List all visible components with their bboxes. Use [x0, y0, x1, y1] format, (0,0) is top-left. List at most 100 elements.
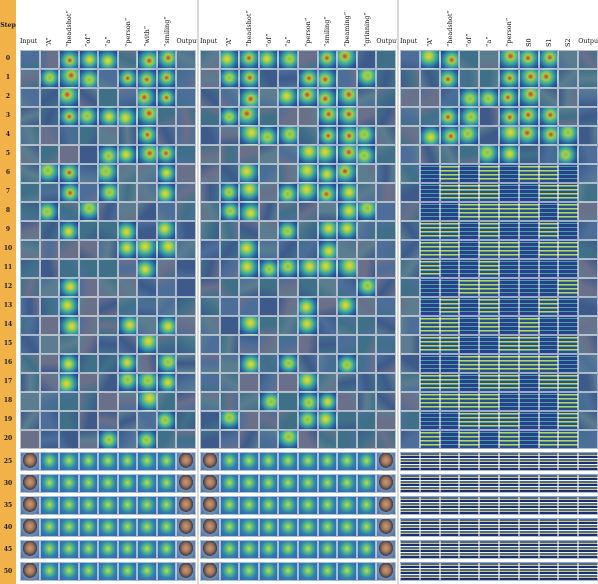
attention-cell [219, 88, 240, 107]
attention-cell [117, 202, 138, 221]
attention-cell [356, 107, 377, 126]
attention-cell [317, 278, 338, 297]
attention-cell [200, 221, 220, 240]
attention-cell [156, 145, 177, 164]
attention-cell [376, 164, 396, 183]
attention-cell [459, 411, 480, 430]
attention-cell [78, 392, 99, 411]
attention-cell [459, 335, 480, 354]
attention-cell [298, 221, 318, 240]
attention-cell [200, 518, 220, 537]
attention-cell [239, 278, 259, 297]
attention-cell [578, 69, 598, 88]
attention-cell [200, 164, 220, 183]
attention-cell [356, 50, 377, 69]
attention-cell [59, 316, 79, 335]
attention-cell [117, 107, 138, 126]
attention-cell [400, 88, 420, 107]
attention-cell [219, 259, 240, 278]
attention-cell [439, 316, 460, 335]
attention-cell [137, 183, 157, 202]
attention-cell [538, 164, 559, 183]
attention-cell [419, 335, 440, 354]
attention-cell [578, 496, 598, 515]
column-header: S0 [524, 38, 533, 47]
attention-cell [538, 183, 559, 202]
attention-cell [400, 316, 420, 335]
attention-cell [176, 88, 196, 107]
attention-cell [258, 88, 279, 107]
attention-cell [578, 562, 598, 581]
attention-cell [419, 259, 440, 278]
attention-cell [538, 50, 559, 69]
attention-cell [479, 164, 499, 183]
attention-cell [337, 518, 357, 537]
attention-cell [518, 278, 539, 297]
attention-cell [439, 496, 460, 515]
attention-cell [20, 452, 40, 471]
attention-cell [176, 540, 196, 559]
attention-cell [39, 240, 60, 259]
attention-cell [278, 518, 298, 537]
attention-cell [298, 107, 318, 126]
attention-cell [356, 373, 377, 392]
attention-cell [219, 540, 240, 559]
step-label: 19 [3, 416, 13, 423]
attention-cell [39, 496, 60, 515]
attention-cell [239, 496, 259, 515]
attention-cell [200, 297, 220, 316]
attention-cell [278, 221, 298, 240]
attention-cell [59, 474, 79, 493]
attention-cell [258, 202, 279, 221]
attention-cell [20, 411, 40, 430]
attention-cell [419, 392, 440, 411]
attention-cell [479, 240, 499, 259]
attention-cell [558, 474, 579, 493]
attention-cell [200, 430, 220, 449]
step-label: 12 [3, 283, 13, 290]
attention-cell [117, 452, 138, 471]
attention-cell [376, 278, 396, 297]
attention-cell [538, 496, 559, 515]
attention-cell [219, 221, 240, 240]
attention-cell [317, 373, 338, 392]
attention-cell [400, 411, 420, 430]
attention-cell [98, 240, 118, 259]
attention-cell [578, 540, 598, 559]
attention-cell [499, 562, 519, 581]
attention-cell [419, 107, 440, 126]
attention-cell [400, 335, 420, 354]
attention-cell [419, 518, 440, 537]
attention-cell [518, 50, 539, 69]
attention-cell [317, 452, 338, 471]
attention-cell [356, 240, 377, 259]
section-separator [20, 449, 196, 451]
attention-cell [479, 452, 499, 471]
attention-cell [538, 278, 559, 297]
attention-cell [317, 518, 338, 537]
attention-cell [20, 69, 40, 88]
attention-cell [439, 145, 460, 164]
attention-cell [337, 69, 357, 88]
attention-cell [78, 202, 99, 221]
attention-cell [200, 183, 220, 202]
attention-cell [317, 145, 338, 164]
attention-cell [59, 297, 79, 316]
column-header: “headshot” [245, 10, 253, 47]
attention-cell [98, 221, 118, 240]
attention-cell [558, 562, 579, 581]
attention-cell [376, 354, 396, 373]
attention-cell [419, 278, 440, 297]
column-header: “A” [425, 37, 434, 47]
attention-cell [558, 354, 579, 373]
attention-cell [156, 107, 177, 126]
attention-cell [317, 259, 338, 278]
attention-cell [176, 518, 196, 537]
attention-cell [479, 107, 499, 126]
attention-cell [219, 164, 240, 183]
attention-cell [278, 69, 298, 88]
attention-cell [39, 278, 60, 297]
attention-cell [239, 335, 259, 354]
attention-cell [356, 392, 377, 411]
attention-cell [39, 69, 60, 88]
